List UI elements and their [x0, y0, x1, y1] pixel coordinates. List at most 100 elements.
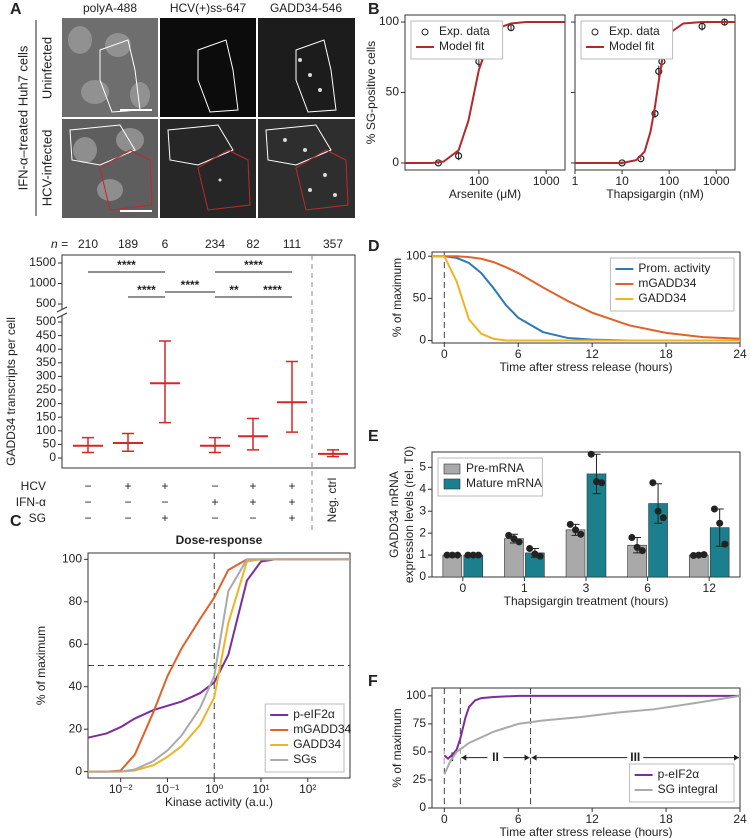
- y-tick-label: 100: [379, 14, 399, 28]
- phase-label: III: [630, 750, 640, 764]
- replicate-point: [721, 540, 729, 548]
- data-point: [698, 22, 706, 30]
- replicate-point: [443, 551, 451, 559]
- replicate-point: [469, 551, 477, 559]
- x-axis-label: Thapsigargin treatment (hours): [504, 594, 669, 608]
- y-tick-label: 1: [419, 547, 426, 561]
- control-label: Neg. ctrl: [325, 478, 339, 523]
- row-title: Uninfected: [39, 37, 54, 99]
- condition-value: −: [249, 511, 256, 525]
- condition-value: +: [249, 479, 256, 493]
- chart-title: Dose-response: [176, 533, 263, 547]
- legend-label: mGADD34: [293, 722, 351, 736]
- n-prefix: n =: [51, 237, 68, 251]
- series-line: [443, 694, 741, 775]
- n-label: 357: [323, 237, 343, 251]
- phase-label-bg: [627, 750, 644, 765]
- replicate-point: [689, 552, 697, 560]
- y-tick-label: 100: [62, 552, 82, 566]
- x-tick-label: 1000: [703, 174, 730, 188]
- x-axis-label: Arsenite (μM): [449, 187, 521, 201]
- replicate-point: [577, 530, 585, 538]
- axis-break: [56, 306, 68, 319]
- condition-value: +: [161, 479, 168, 493]
- y-tick-label: 100: [406, 688, 426, 702]
- x-axis-label: Kinase activity (a.u.): [165, 795, 273, 809]
- legend-box: [629, 763, 735, 803]
- significance-label: ****: [137, 283, 156, 297]
- x-tick-label: 18: [659, 347, 673, 361]
- x-tick-label: 1: [521, 581, 528, 595]
- x-tick-label: 0: [441, 347, 448, 361]
- x-tick-label: 12: [703, 581, 717, 595]
- y-tick-label: 450: [36, 328, 56, 342]
- y-tick-label: 80: [69, 594, 83, 608]
- replicate-point: [510, 535, 518, 543]
- panel-label: C: [10, 513, 22, 530]
- y-tick-label: 1000: [29, 276, 56, 290]
- y-tick-label: 0: [49, 450, 56, 464]
- condition-value: +: [288, 479, 295, 493]
- condition-value: −: [124, 511, 131, 525]
- condition-value: −: [84, 511, 91, 525]
- n-label: 6: [162, 237, 169, 251]
- y-tick-label: 3: [419, 503, 426, 517]
- x-tick-label: 6: [644, 581, 651, 595]
- condition-value: −: [211, 511, 218, 525]
- image: [62, 119, 158, 218]
- replicate-point: [572, 526, 580, 534]
- microscopy: polyA-488 HCV(+)ss-647 GADD34-546 IFN-α–…: [15, 1, 355, 218]
- significance-label: **: [229, 283, 239, 297]
- row-group-title: IFN-α–treated Huh7 cells: [15, 45, 30, 190]
- replicate-point: [628, 534, 636, 542]
- x-axis-label: Time after stress release (hours): [500, 360, 673, 374]
- y-tick-label: 0: [419, 569, 426, 583]
- panel-label: B: [368, 1, 380, 18]
- legend-swatch: [443, 478, 461, 490]
- n-label: 189: [118, 237, 138, 251]
- replicate-point: [716, 519, 724, 527]
- significance-label: ****: [244, 258, 263, 272]
- y-tick-label: 50: [386, 85, 400, 99]
- replicate-point: [654, 507, 662, 515]
- x-axis-label: Thapsigargin (nM): [606, 187, 703, 201]
- condition-value: −: [84, 495, 91, 509]
- series-line: [443, 694, 740, 761]
- n-label: 111: [283, 237, 302, 251]
- y-tick-label: 150: [36, 409, 56, 423]
- x-tick-label: 0: [441, 812, 448, 826]
- condition-value: −: [124, 495, 131, 509]
- y-axis-label: % SG-positive cells: [364, 41, 378, 144]
- replicate-point: [505, 531, 513, 539]
- condition-name: IFN-α: [16, 495, 46, 509]
- legend-label: SGs: [293, 752, 316, 766]
- image: [258, 18, 355, 117]
- y-tick-label: 300: [36, 369, 56, 383]
- legend-label: GADD34: [293, 737, 341, 751]
- replicate-point: [515, 538, 523, 546]
- y-tick-label: 2: [419, 525, 426, 539]
- y-axis-label: GADD34 mRNA: [387, 471, 401, 558]
- image: [160, 18, 256, 117]
- condition-value: +: [288, 511, 295, 525]
- n-label: 82: [246, 237, 260, 251]
- n-label: 234: [205, 237, 225, 251]
- image: [160, 119, 256, 218]
- replicate-point: [448, 551, 456, 559]
- x-tick-label: 10⁻²: [109, 782, 133, 796]
- y-tick-label: 0: [392, 155, 399, 169]
- replicate-point: [475, 551, 483, 559]
- column-title: polyA-488: [83, 1, 137, 15]
- x-tick-label: 1: [572, 174, 579, 188]
- x-tick-label: 24: [733, 812, 747, 826]
- x-tick-label: 100: [469, 174, 489, 188]
- condition-value: +: [124, 479, 131, 493]
- legend-box: [580, 20, 674, 60]
- y-tick-label: 50: [413, 744, 427, 758]
- y-tick-label: 0: [419, 800, 426, 814]
- y-tick-label: 50: [413, 291, 427, 305]
- significance-label: ****: [181, 278, 200, 292]
- data-point: [507, 24, 515, 32]
- y-tick-label: 20: [69, 721, 83, 735]
